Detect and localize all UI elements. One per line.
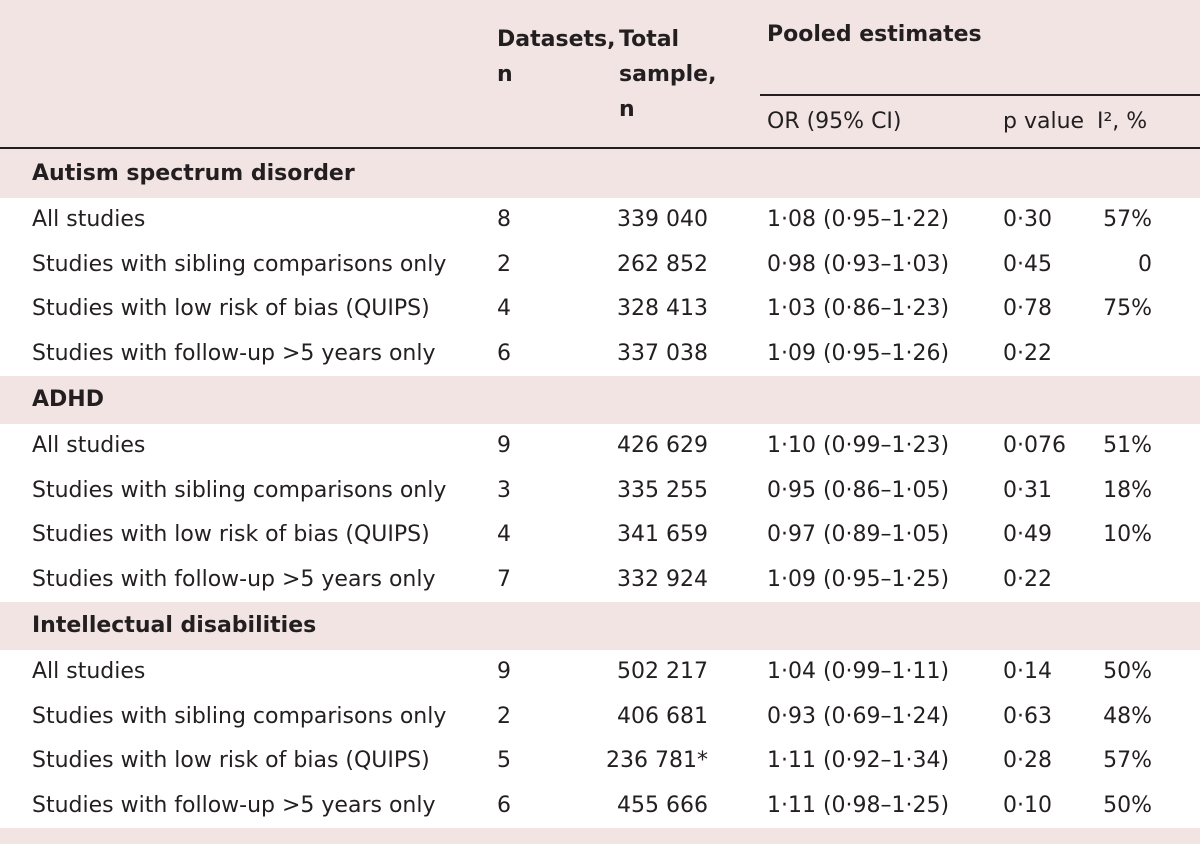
row-label: Studies with follow-up >5 years only: [32, 792, 436, 818]
p-cell: 0·22: [1003, 340, 1052, 366]
i2-cell: 18%: [1103, 477, 1152, 503]
or-cell: 1·03 (0·86–1·23): [767, 296, 950, 321]
or-cell: 1·09 (0·95–1·25): [767, 566, 950, 592]
header-bottom-rule: [0, 147, 1200, 149]
total-cell: 337 038: [617, 340, 708, 366]
datasets-cell: 9: [497, 433, 511, 458]
header-p: p value: [1003, 109, 1085, 134]
header-i2: I², %: [1097, 109, 1148, 134]
total-cell: 339 040: [617, 207, 708, 232]
row-label: Studies with follow-up >5 years only: [32, 566, 436, 592]
header-or: OR (95% CI): [767, 109, 902, 134]
or-cell: 1·10 (0·99–1·23): [767, 433, 950, 458]
row-band: [0, 424, 1200, 602]
section-title: Intellectual disabilities: [32, 613, 317, 638]
row-label: Studies with follow-up >5 years only: [32, 340, 436, 366]
total-cell: 236 781*: [606, 748, 708, 773]
or-cell: 0·95 (0·86–1·05): [767, 477, 950, 503]
i2-cell: 0: [1138, 251, 1152, 277]
total-cell: 335 255: [617, 477, 708, 503]
datasets-cell: 4: [497, 296, 511, 321]
datasets-cell: 9: [497, 659, 511, 684]
header-rule: [760, 94, 1200, 96]
datasets-cell: 4: [497, 522, 511, 547]
row-label: All studies: [32, 207, 146, 232]
p-cell: 0·076: [1003, 433, 1066, 458]
total-cell: 328 413: [617, 296, 708, 321]
or-cell: 0·93 (0·69–1·24): [767, 703, 950, 729]
datasets-cell: 2: [497, 703, 511, 729]
or-cell: 1·09 (0·95–1·26): [767, 340, 950, 366]
datasets-cell: 5: [497, 748, 511, 773]
i2-cell: 57%: [1103, 207, 1152, 232]
p-cell: 0·30: [1003, 207, 1052, 232]
p-cell: 0·31: [1003, 477, 1052, 503]
total-cell: 262 852: [617, 251, 708, 277]
datasets-cell: 2: [497, 251, 511, 277]
datasets-cell: 8: [497, 207, 511, 232]
or-cell: 1·11 (0·98–1·25): [767, 792, 950, 818]
row-label: Studies with low risk of bias (QUIPS): [32, 522, 430, 547]
i2-cell: 48%: [1103, 703, 1152, 729]
section-title: Autism spectrum disorder: [32, 161, 355, 186]
total-cell: 426 629: [617, 433, 708, 458]
row-band: [0, 198, 1200, 376]
total-cell: 341 659: [617, 522, 708, 547]
i2-cell: 10%: [1103, 522, 1152, 547]
total-cell: 502 217: [617, 659, 708, 684]
row-label: All studies: [32, 433, 146, 458]
p-cell: 0·22: [1003, 566, 1052, 592]
row-label: Studies with sibling comparisons only: [32, 251, 447, 277]
total-cell: 406 681: [617, 703, 708, 729]
p-cell: 0·10: [1003, 792, 1052, 818]
datasets-cell: 6: [497, 340, 511, 366]
datasets-cell: 6: [497, 792, 511, 818]
row-label: Studies with sibling comparisons only: [32, 703, 447, 729]
header-datasets: Datasets, n: [497, 27, 616, 87]
row-label: All studies: [32, 659, 146, 684]
p-cell: 0·78: [1003, 296, 1052, 321]
row-label: Studies with sibling comparisons only: [32, 477, 447, 503]
datasets-cell: 7: [497, 566, 511, 592]
row-label: Studies with low risk of bias (QUIPS): [32, 748, 430, 773]
i2-cell: 57%: [1103, 748, 1152, 773]
row-label: Studies with low risk of bias (QUIPS): [32, 296, 430, 321]
or-cell: 0·97 (0·89–1·05): [767, 522, 950, 547]
total-cell: 455 666: [617, 792, 708, 818]
header-total: Total sample, n: [619, 27, 717, 122]
row-band: [0, 650, 1200, 828]
i2-cell: 51%: [1103, 433, 1152, 458]
section-title: ADHD: [32, 387, 104, 412]
p-cell: 0·49: [1003, 522, 1052, 547]
total-cell: 332 924: [617, 566, 708, 592]
p-cell: 0·63: [1003, 703, 1052, 729]
p-cell: 0·45: [1003, 251, 1052, 277]
datasets-cell: 3: [497, 477, 511, 503]
i2-cell: 50%: [1103, 792, 1152, 818]
or-cell: 1·04 (0·99–1·11): [767, 659, 950, 684]
p-cell: 0·14: [1003, 659, 1052, 684]
or-cell: 0·98 (0·93–1·03): [767, 251, 950, 277]
p-cell: 0·28: [1003, 748, 1052, 773]
or-cell: 1·11 (0·92–1·34): [767, 748, 950, 773]
header-pooled: Pooled estimates: [767, 22, 982, 47]
i2-cell: 50%: [1103, 659, 1152, 684]
or-cell: 1·08 (0·95–1·22): [767, 207, 950, 232]
i2-cell: 75%: [1103, 296, 1152, 321]
